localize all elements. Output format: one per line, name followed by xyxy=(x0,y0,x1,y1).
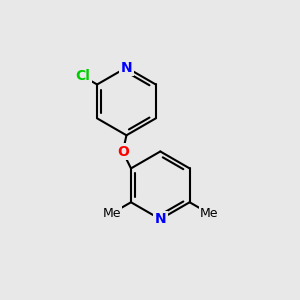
Text: O: O xyxy=(117,145,129,159)
Text: Cl: Cl xyxy=(76,69,91,83)
Text: Me: Me xyxy=(200,207,218,220)
Text: N: N xyxy=(121,61,132,75)
Text: N: N xyxy=(154,212,166,226)
Text: Me: Me xyxy=(103,207,121,220)
